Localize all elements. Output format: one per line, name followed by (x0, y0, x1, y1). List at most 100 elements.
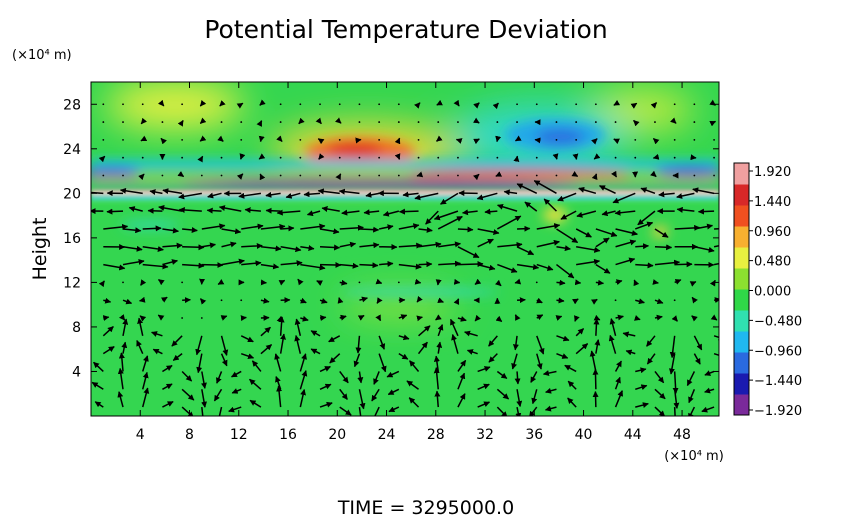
wind-vector-dot (378, 103, 381, 106)
heatmap-field (91, 82, 719, 416)
wind-vector-dot (181, 138, 184, 141)
wind-vector (654, 388, 666, 400)
wind-vector-dot (457, 174, 459, 177)
wind-vector-dot (299, 174, 302, 177)
wind-vector (294, 318, 302, 337)
wind-vector (614, 376, 621, 390)
wind-vector (318, 153, 325, 160)
wind-vector (398, 334, 410, 341)
wind-vector (495, 315, 503, 323)
wind-vector-dot (181, 317, 184, 319)
wind-vector (654, 259, 681, 266)
wind-vector (319, 365, 331, 373)
wind-vector (438, 260, 462, 267)
wind-vector-dot (535, 156, 538, 159)
wind-vector (182, 244, 205, 251)
wind-vector (122, 258, 145, 266)
wind-vector (241, 223, 264, 230)
wind-vector (91, 191, 104, 195)
wind-vector (536, 239, 560, 248)
wind-vector (147, 207, 163, 214)
colorbar: 1.920 1.440 0.960 0.480 0.000 −0.480 −0.960 −1.… (733, 162, 802, 419)
wind-vector (240, 335, 254, 343)
wind-vector (425, 210, 439, 225)
colorbar-segment (734, 289, 749, 311)
wind-vector (650, 102, 658, 109)
wind-vector (488, 353, 498, 363)
wind-vector (437, 324, 444, 337)
wind-vector (297, 278, 304, 286)
wind-vector (149, 189, 163, 195)
wind-vector (249, 378, 262, 390)
wind-vector (701, 406, 715, 413)
wind-vector (514, 135, 522, 142)
wind-vector (494, 279, 502, 287)
wind-vector-dot (437, 174, 440, 177)
wind-vector (218, 406, 223, 416)
wind-vector (102, 315, 110, 321)
wind-vector (417, 341, 428, 355)
wind-vector (676, 206, 695, 213)
wind-vector (280, 246, 302, 253)
layer-blue (91, 186, 719, 189)
wind-vector (709, 120, 717, 127)
wind-vector (440, 192, 459, 205)
wind-vector (141, 371, 149, 390)
wind-vector (218, 205, 242, 212)
wind-vector-dot (358, 103, 361, 106)
wind-vector (595, 263, 611, 274)
wind-vector-dot (555, 138, 558, 141)
wind-vector (158, 99, 165, 107)
colorbar-tick-label: −0.960 (754, 344, 802, 359)
wind-vector (689, 281, 697, 287)
wind-vector (339, 371, 349, 384)
wind-vector (299, 389, 307, 408)
wind-vector (199, 135, 207, 142)
wind-vector (375, 314, 382, 322)
wind-vector (536, 263, 554, 271)
wind-vector (299, 370, 308, 390)
wind-vector (141, 355, 149, 372)
wind-vector (476, 192, 498, 201)
wind-vector (514, 278, 522, 285)
wind-vector (595, 228, 618, 237)
wind-vector (464, 330, 478, 337)
wind-vector (435, 314, 442, 321)
wind-vector (337, 297, 344, 304)
wind-vector (274, 353, 282, 372)
wind-vector-dot (122, 156, 124, 159)
wind-vector (433, 210, 459, 221)
wind-vector (378, 353, 387, 373)
wind-vector-dot (338, 103, 341, 106)
wind-vector (536, 223, 561, 230)
wind-vector (251, 360, 262, 372)
wind-vector (201, 389, 207, 408)
wind-vector-dot (594, 103, 597, 106)
colorbar-segment (734, 268, 749, 290)
wind-vector-dot (673, 138, 676, 141)
layer-cyan (91, 160, 719, 169)
wind-vector-dot (161, 121, 164, 123)
wind-vector (436, 135, 443, 142)
y-axis-label: Height (29, 218, 51, 281)
wind-vector (319, 314, 327, 321)
wind-vector (609, 318, 617, 337)
wind-vector (473, 117, 480, 124)
wind-vector (162, 188, 183, 195)
wind-vector-dot (516, 174, 518, 177)
chart-title: Potential Temperature Deviation (204, 15, 607, 44)
wind-vector-dot (535, 174, 538, 177)
wind-vector (593, 314, 601, 321)
wind-vector (576, 210, 597, 218)
cold-anomaly-peak (535, 129, 585, 145)
wind-vector (236, 102, 244, 109)
wind-vector (477, 228, 500, 235)
wind-vector-dot (417, 121, 420, 123)
wind-vector (335, 173, 342, 181)
wind-vector-dot (122, 174, 124, 177)
y-tick-label: 16 (63, 231, 81, 247)
wind-vector (182, 262, 205, 269)
wind-vector-dot (181, 103, 184, 106)
wind-vector (207, 192, 222, 199)
wind-vector (382, 210, 400, 217)
